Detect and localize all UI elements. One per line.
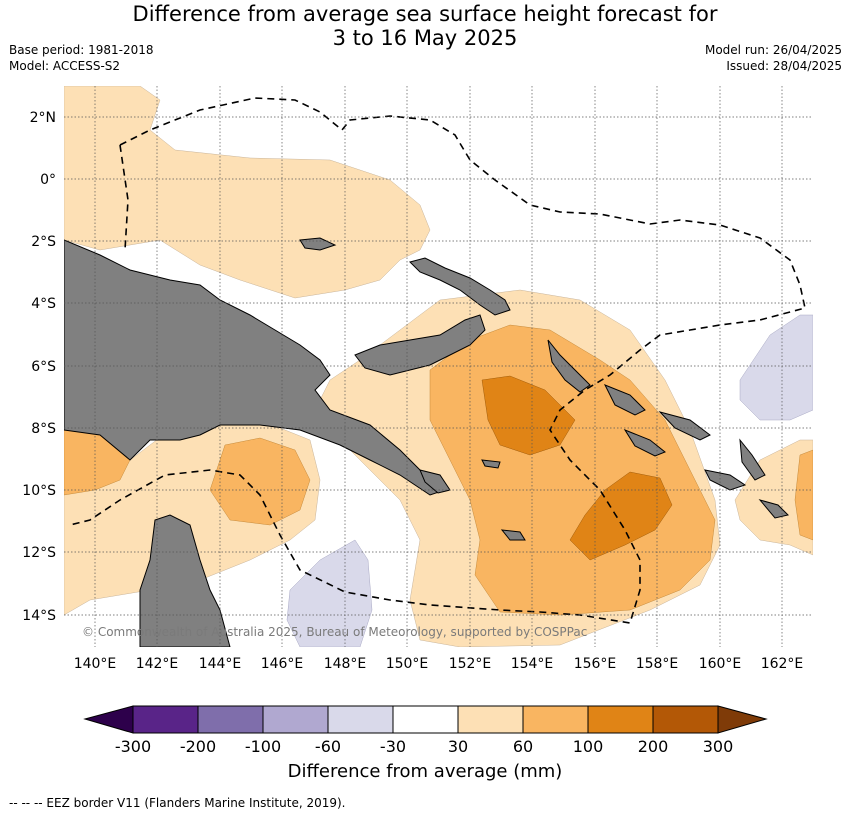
lon-label: 142°E bbox=[136, 656, 179, 672]
lon-label: 148°E bbox=[324, 656, 367, 672]
malaita-island bbox=[739, 438, 766, 481]
lat-label: 2°S bbox=[31, 234, 56, 250]
dentrecasteaux-islands bbox=[419, 469, 451, 494]
colorbar-segment bbox=[327, 705, 394, 734]
colorbar-segment bbox=[262, 705, 329, 734]
longitude-labels: 140°E 142°E 144°E 146°E 148°E 150°E 152°… bbox=[74, 656, 804, 672]
lon-label: 152°E bbox=[449, 656, 492, 672]
colorbar-label: Difference from average (mm) bbox=[287, 761, 563, 782]
title-line-1: Difference from average sea surface heig… bbox=[132, 2, 718, 26]
model-run: Model run: 26/04/2025 bbox=[704, 43, 842, 57]
latitude-labels: 2°N 0° 2°S 4°S 6°S 8°S 10°S 12°S 14°S bbox=[22, 110, 56, 624]
cape-york-peninsula bbox=[139, 514, 231, 647]
colorbar-segment bbox=[652, 705, 719, 734]
colorbar-tick: -200 bbox=[180, 737, 216, 756]
colorbar-tick: 30 bbox=[448, 737, 468, 756]
colorbar-extend-high bbox=[717, 705, 768, 734]
colorbar-extend-low bbox=[83, 705, 134, 734]
lat-label: 14°S bbox=[22, 608, 56, 624]
lat-label: 12°S bbox=[22, 545, 56, 561]
new-britain-island bbox=[354, 314, 486, 376]
manus-island bbox=[299, 237, 337, 251]
lon-label: 160°E bbox=[699, 656, 742, 672]
map-area bbox=[64, 86, 813, 647]
title-line-2: 3 to 16 May 2025 bbox=[332, 26, 518, 50]
colorbar-tick: 300 bbox=[703, 737, 734, 756]
lat-label: 2°N bbox=[30, 110, 56, 126]
colorbar-tick: -100 bbox=[245, 737, 281, 756]
santa-isabel-island bbox=[658, 411, 711, 441]
lon-label: 140°E bbox=[74, 656, 117, 672]
lon-label: 146°E bbox=[261, 656, 304, 672]
lat-label: 8°S bbox=[31, 421, 56, 437]
anomaly-negative-region bbox=[286, 314, 813, 647]
copyright-notice: © Commonwealth of Australia 2025, Bureau… bbox=[82, 625, 588, 639]
base-period: Base period: 1981-2018 bbox=[9, 43, 154, 57]
colorbar-segment bbox=[197, 705, 264, 734]
colorbar-segment bbox=[457, 705, 524, 734]
anomaly-100-200-region bbox=[481, 375, 673, 561]
lon-label: 156°E bbox=[574, 656, 617, 672]
eez-footnote: -- -- -- EEZ border V11 (Flanders Marine… bbox=[9, 796, 346, 810]
colorbar-segment bbox=[587, 705, 654, 734]
makira-island bbox=[758, 499, 789, 519]
lon-label: 150°E bbox=[386, 656, 429, 672]
lat-label: 4°S bbox=[31, 296, 56, 312]
colorbar-tick-labels: -300 -200 -100 -60 -30 30 60 100 200 300 bbox=[115, 737, 733, 756]
gridlines bbox=[64, 86, 813, 647]
lon-label: 162°E bbox=[761, 656, 804, 672]
rossel-island bbox=[500, 529, 526, 541]
colorbar-tick: -30 bbox=[380, 737, 406, 756]
guadalcanal-island bbox=[704, 469, 747, 491]
lat-label: 10°S bbox=[22, 483, 56, 499]
colorbar-tick: -60 bbox=[315, 737, 341, 756]
meta-left: Base period: 1981-2018 Model: ACCESS-S2 bbox=[9, 42, 154, 74]
lat-label: 6°S bbox=[31, 359, 56, 375]
meta-right: Model run: 26/04/2025 Issued: 28/04/2025 bbox=[705, 42, 842, 74]
colorbar-segment bbox=[522, 705, 589, 734]
new-ireland-island bbox=[409, 257, 511, 316]
map-title: Difference from average sea surface heig… bbox=[0, 2, 850, 50]
colorbar-segment bbox=[132, 705, 199, 734]
colorbar-tick: 100 bbox=[573, 737, 604, 756]
colorbar-tick: -300 bbox=[115, 737, 151, 756]
new-georgia-islands bbox=[623, 428, 666, 457]
eez-border bbox=[69, 97, 806, 624]
lon-label: 158°E bbox=[636, 656, 679, 672]
colorbar-tick: 60 bbox=[513, 737, 533, 756]
woodlark-island bbox=[481, 459, 501, 469]
colorbar-segment bbox=[392, 705, 459, 734]
lon-label: 144°E bbox=[199, 656, 242, 672]
lon-label: 154°E bbox=[511, 656, 554, 672]
issued-date: Issued: 28/04/2025 bbox=[726, 59, 842, 73]
choiseul-island bbox=[603, 384, 646, 416]
colorbar bbox=[83, 705, 768, 734]
model-name: Model: ACCESS-S2 bbox=[9, 59, 121, 73]
colorbar-tick: 200 bbox=[638, 737, 669, 756]
land-masses bbox=[64, 237, 789, 647]
lat-label: 0° bbox=[40, 172, 56, 188]
